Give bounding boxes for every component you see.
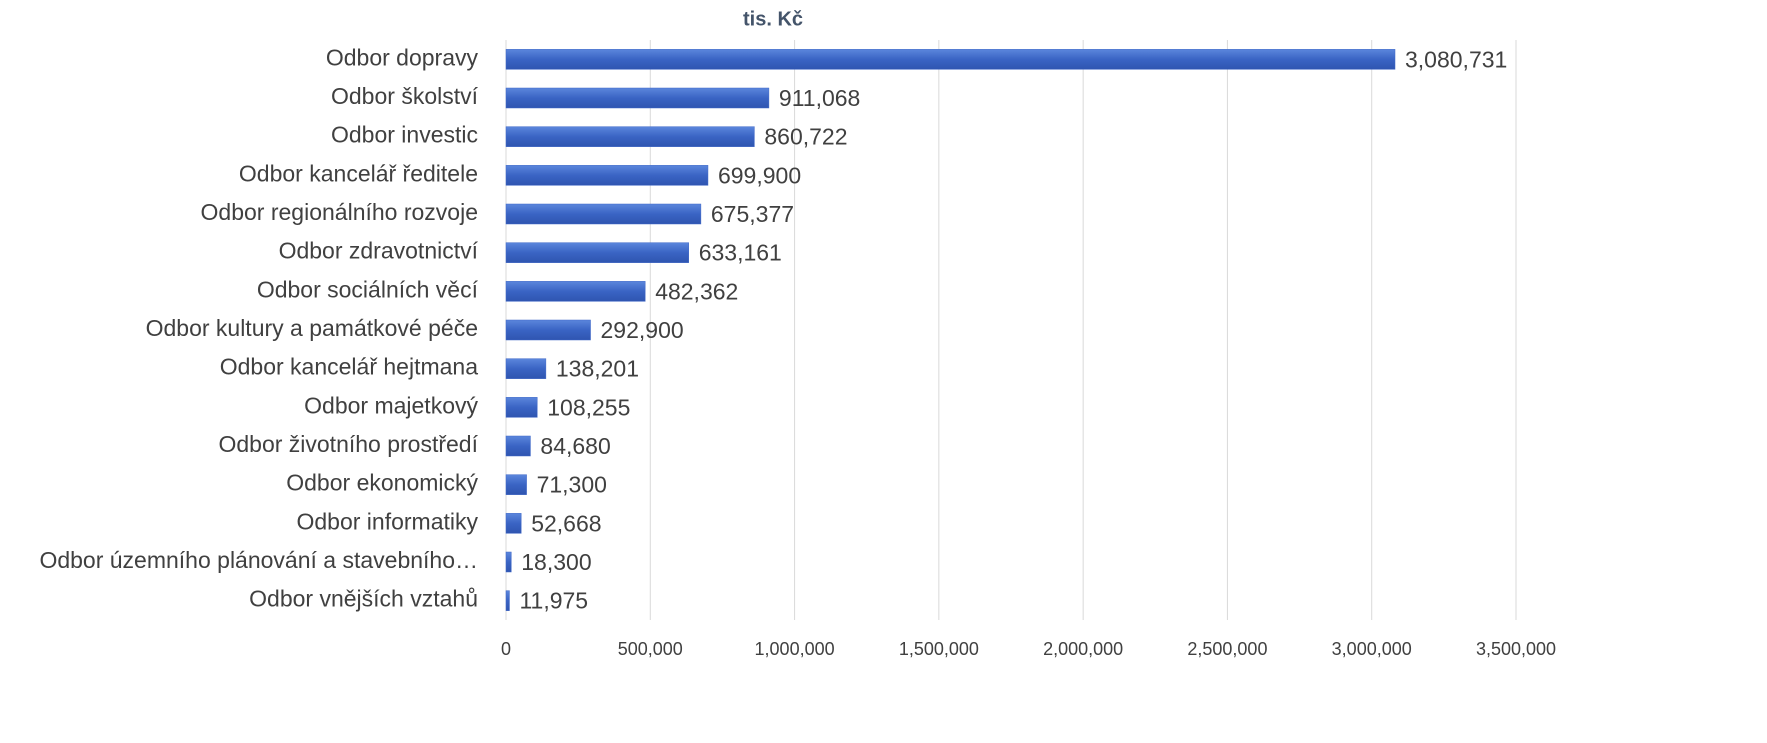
y-tick-label: Odbor ekonomický <box>286 470 478 496</box>
bar <box>505 87 770 109</box>
data-label: 3,080,731 <box>1405 46 1507 72</box>
data-label: 633,161 <box>699 240 782 266</box>
data-label: 11,975 <box>519 588 588 614</box>
y-tick-label: Odbor kancelář hejtmana <box>220 354 478 380</box>
data-label: 292,900 <box>601 317 684 343</box>
data-label: 108,255 <box>547 394 630 420</box>
bar <box>505 165 709 186</box>
y-tick-label: Odbor školství <box>331 83 479 109</box>
data-label: 699,900 <box>718 162 801 188</box>
bar <box>505 513 522 534</box>
x-tick-label: 3,500,000 <box>1476 639 1556 659</box>
data-label: 482,362 <box>655 278 738 304</box>
y-tick-label: Odbor regionálního rozvoje <box>201 199 478 225</box>
bar <box>505 358 547 379</box>
data-label: 52,668 <box>531 510 601 536</box>
y-tick-label: Odbor kancelář ředitele <box>239 160 478 186</box>
data-label: 911,068 <box>779 85 860 111</box>
y-tick-label: Odbor územního plánování a stavebního… <box>39 547 478 573</box>
x-tick-label: 3,000,000 <box>1332 639 1412 659</box>
bar <box>505 397 538 418</box>
x-tick-label: 1,500,000 <box>899 639 979 659</box>
y-tick-label: Odbor životního prostředí <box>218 431 478 457</box>
x-tick-label: 0 <box>501 639 511 659</box>
y-tick-label: Odbor sociálních věcí <box>257 276 479 302</box>
bar <box>505 435 531 457</box>
bar <box>505 126 755 147</box>
y-tick-label: Odbor vnějších vztahů <box>249 586 478 612</box>
bar <box>505 319 591 341</box>
bar <box>505 590 510 611</box>
data-label: 18,300 <box>521 549 591 575</box>
chart-title: tis. Kč <box>743 8 803 30</box>
bar <box>505 242 689 263</box>
bar <box>505 49 1396 70</box>
x-tick-label: 2,500,000 <box>1187 639 1267 659</box>
data-label: 675,377 <box>711 201 794 227</box>
y-tick-label: Odbor majetkový <box>304 392 478 418</box>
data-label: 71,300 <box>537 472 607 498</box>
y-tick-label: Odbor informatiky <box>296 508 478 534</box>
y-tick-label: Odbor dopravy <box>326 44 479 70</box>
bar <box>505 551 512 573</box>
bar <box>505 203 702 225</box>
data-label: 138,201 <box>556 356 639 382</box>
x-tick-label: 2,000,000 <box>1043 639 1123 659</box>
y-tick-label: Odbor investic <box>331 122 478 148</box>
x-tick-label: 1,000,000 <box>755 639 835 659</box>
x-tick-label: 500,000 <box>618 639 683 659</box>
y-tick-label: Odbor kultury a památkové péče <box>146 315 478 341</box>
data-label: 860,722 <box>764 124 847 150</box>
bar <box>505 281 646 302</box>
bar <box>505 474 527 495</box>
data-label: 84,680 <box>540 433 610 459</box>
y-tick-label: Odbor zdravotnictví <box>279 238 479 264</box>
